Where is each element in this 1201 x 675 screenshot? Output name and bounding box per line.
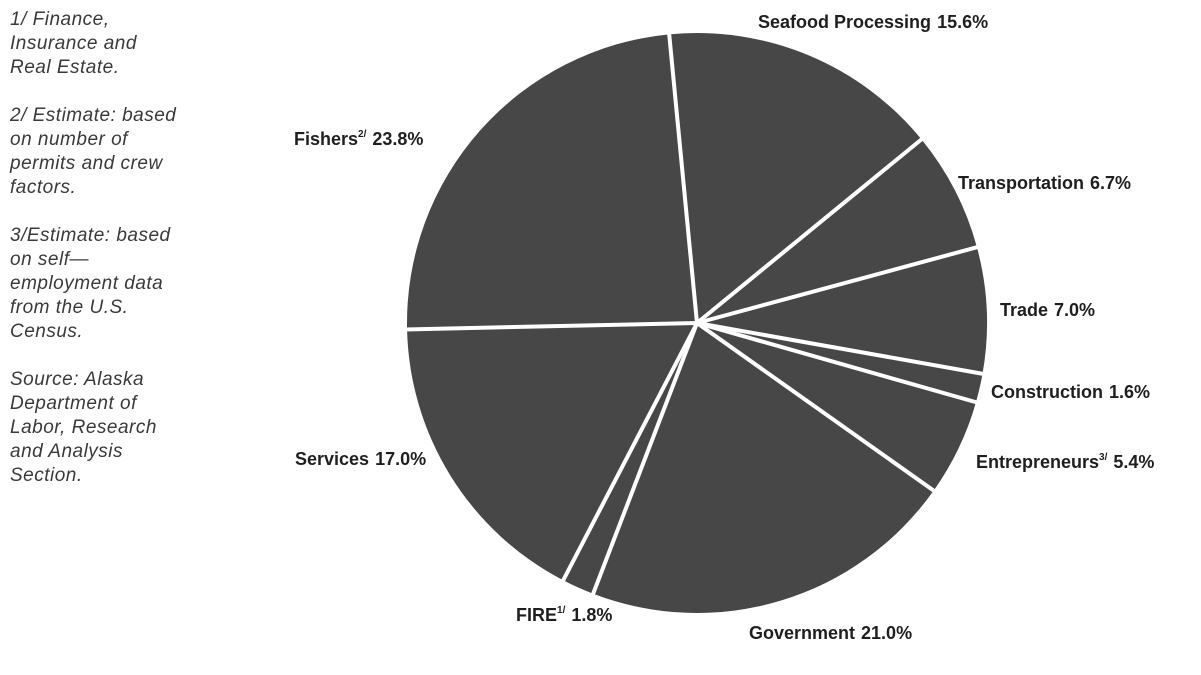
- slice-label: Entrepreneurs3/5.4%: [976, 452, 1154, 472]
- slice-separator: [695, 136, 925, 325]
- footnote-line: Insurance and: [10, 33, 137, 54]
- pie-slice-services: [407, 323, 697, 581]
- footnotes-panel: 1/ Finance, Insurance and Real Estate. 2/ E…: [10, 8, 225, 512]
- footnote-line: Source: Alaska: [10, 369, 145, 390]
- slice-label: Transportation 6.7%: [958, 173, 1131, 193]
- footnote-line: and Analysis: [10, 441, 124, 462]
- slice-separator: [590, 322, 699, 597]
- slice-value-label: 7.0%: [1054, 300, 1095, 320]
- slice-label: Trade 7.0%: [1000, 300, 1095, 320]
- slice-label-name: Fishers: [294, 129, 358, 149]
- footnote-line: factors.: [10, 177, 77, 198]
- slice-label: Seafood Processing 15.6%: [758, 12, 988, 32]
- footnote-3: 3/Estimate: based on self— employment data…: [10, 224, 225, 344]
- slice-value-label: 23.8%: [372, 129, 423, 149]
- footnote-line: employment data: [10, 273, 164, 294]
- slice-label-name: Seafood Processing: [758, 12, 931, 32]
- slice-value-label: 6.7%: [1090, 173, 1131, 193]
- slice-separator: [405, 321, 698, 332]
- slice-separator: [696, 321, 979, 405]
- footnote-marker: 1/: [557, 605, 566, 616]
- footnote-line: 1/ Finance,: [10, 9, 110, 30]
- footnote-marker: 2/: [358, 129, 367, 140]
- pie-slice-government: [593, 323, 934, 613]
- footnote-line: Department of: [10, 393, 137, 414]
- footnote-line: Section.: [10, 465, 83, 486]
- slice-label: Fishers2/23.8%: [294, 129, 423, 149]
- footnote-1: 1/ Finance, Insurance and Real Estate.: [10, 8, 225, 80]
- slice-separator: [696, 321, 985, 377]
- footnote-line: Labor, Research: [10, 417, 157, 438]
- footnote-marker: 3/: [1099, 452, 1108, 463]
- footnote-4: Source: Alaska Department of Labor, Resear…: [10, 368, 225, 488]
- slice-separator: [695, 321, 937, 494]
- slice-label: Services 17.0%: [295, 449, 426, 469]
- footnote-line: 3/Estimate: based: [10, 225, 171, 246]
- footnote-line: on number of: [10, 129, 128, 150]
- slice-label-name: Trade: [1000, 300, 1048, 320]
- slice-value-label: 5.4%: [1113, 452, 1154, 472]
- slice-value-label: 17.0%: [375, 449, 426, 469]
- slice-value-label: 15.6%: [937, 12, 988, 32]
- slice-label-name: Government: [749, 623, 855, 643]
- footnote-line: Census.: [10, 321, 84, 342]
- slice-separator: [560, 322, 699, 583]
- slice-label: Government 21.0%: [749, 623, 912, 643]
- footnote-line: permits and crew: [10, 153, 163, 174]
- pie-slice-fishers: [406, 34, 697, 330]
- slice-value-label: 1.6%: [1109, 382, 1150, 402]
- pie-slice-seafood-processing: [669, 33, 922, 323]
- slice-label: FIRE1/1.8%: [516, 605, 612, 625]
- footnote-line: Real Estate.: [10, 57, 120, 78]
- slice-value-label: 21.0%: [861, 623, 912, 643]
- pie-slice-entrepreneurs: [697, 323, 976, 491]
- slice-label-name: FIRE: [516, 605, 557, 625]
- slice-label-name: Entrepreneurs: [976, 452, 1099, 472]
- slice-value-label: 1.8%: [571, 605, 612, 625]
- footnote-line: on self—: [10, 249, 89, 270]
- slice-label: Construction 1.6%: [991, 382, 1150, 402]
- slice-label-name: Transportation: [958, 173, 1084, 193]
- footnote-line: 2/ Estimate: based: [10, 105, 177, 126]
- pie-slice-transportation: [697, 139, 977, 323]
- pie-slice-trade: [697, 247, 987, 374]
- footnote-2: 2/ Estimate: based on number of permits an…: [10, 104, 225, 200]
- footnote-line: from the U.S.: [10, 297, 129, 318]
- slice-label-name: Construction: [991, 382, 1103, 402]
- slice-separator: [696, 244, 980, 325]
- slice-label-name: Services: [295, 449, 369, 469]
- slice-separator: [667, 32, 699, 324]
